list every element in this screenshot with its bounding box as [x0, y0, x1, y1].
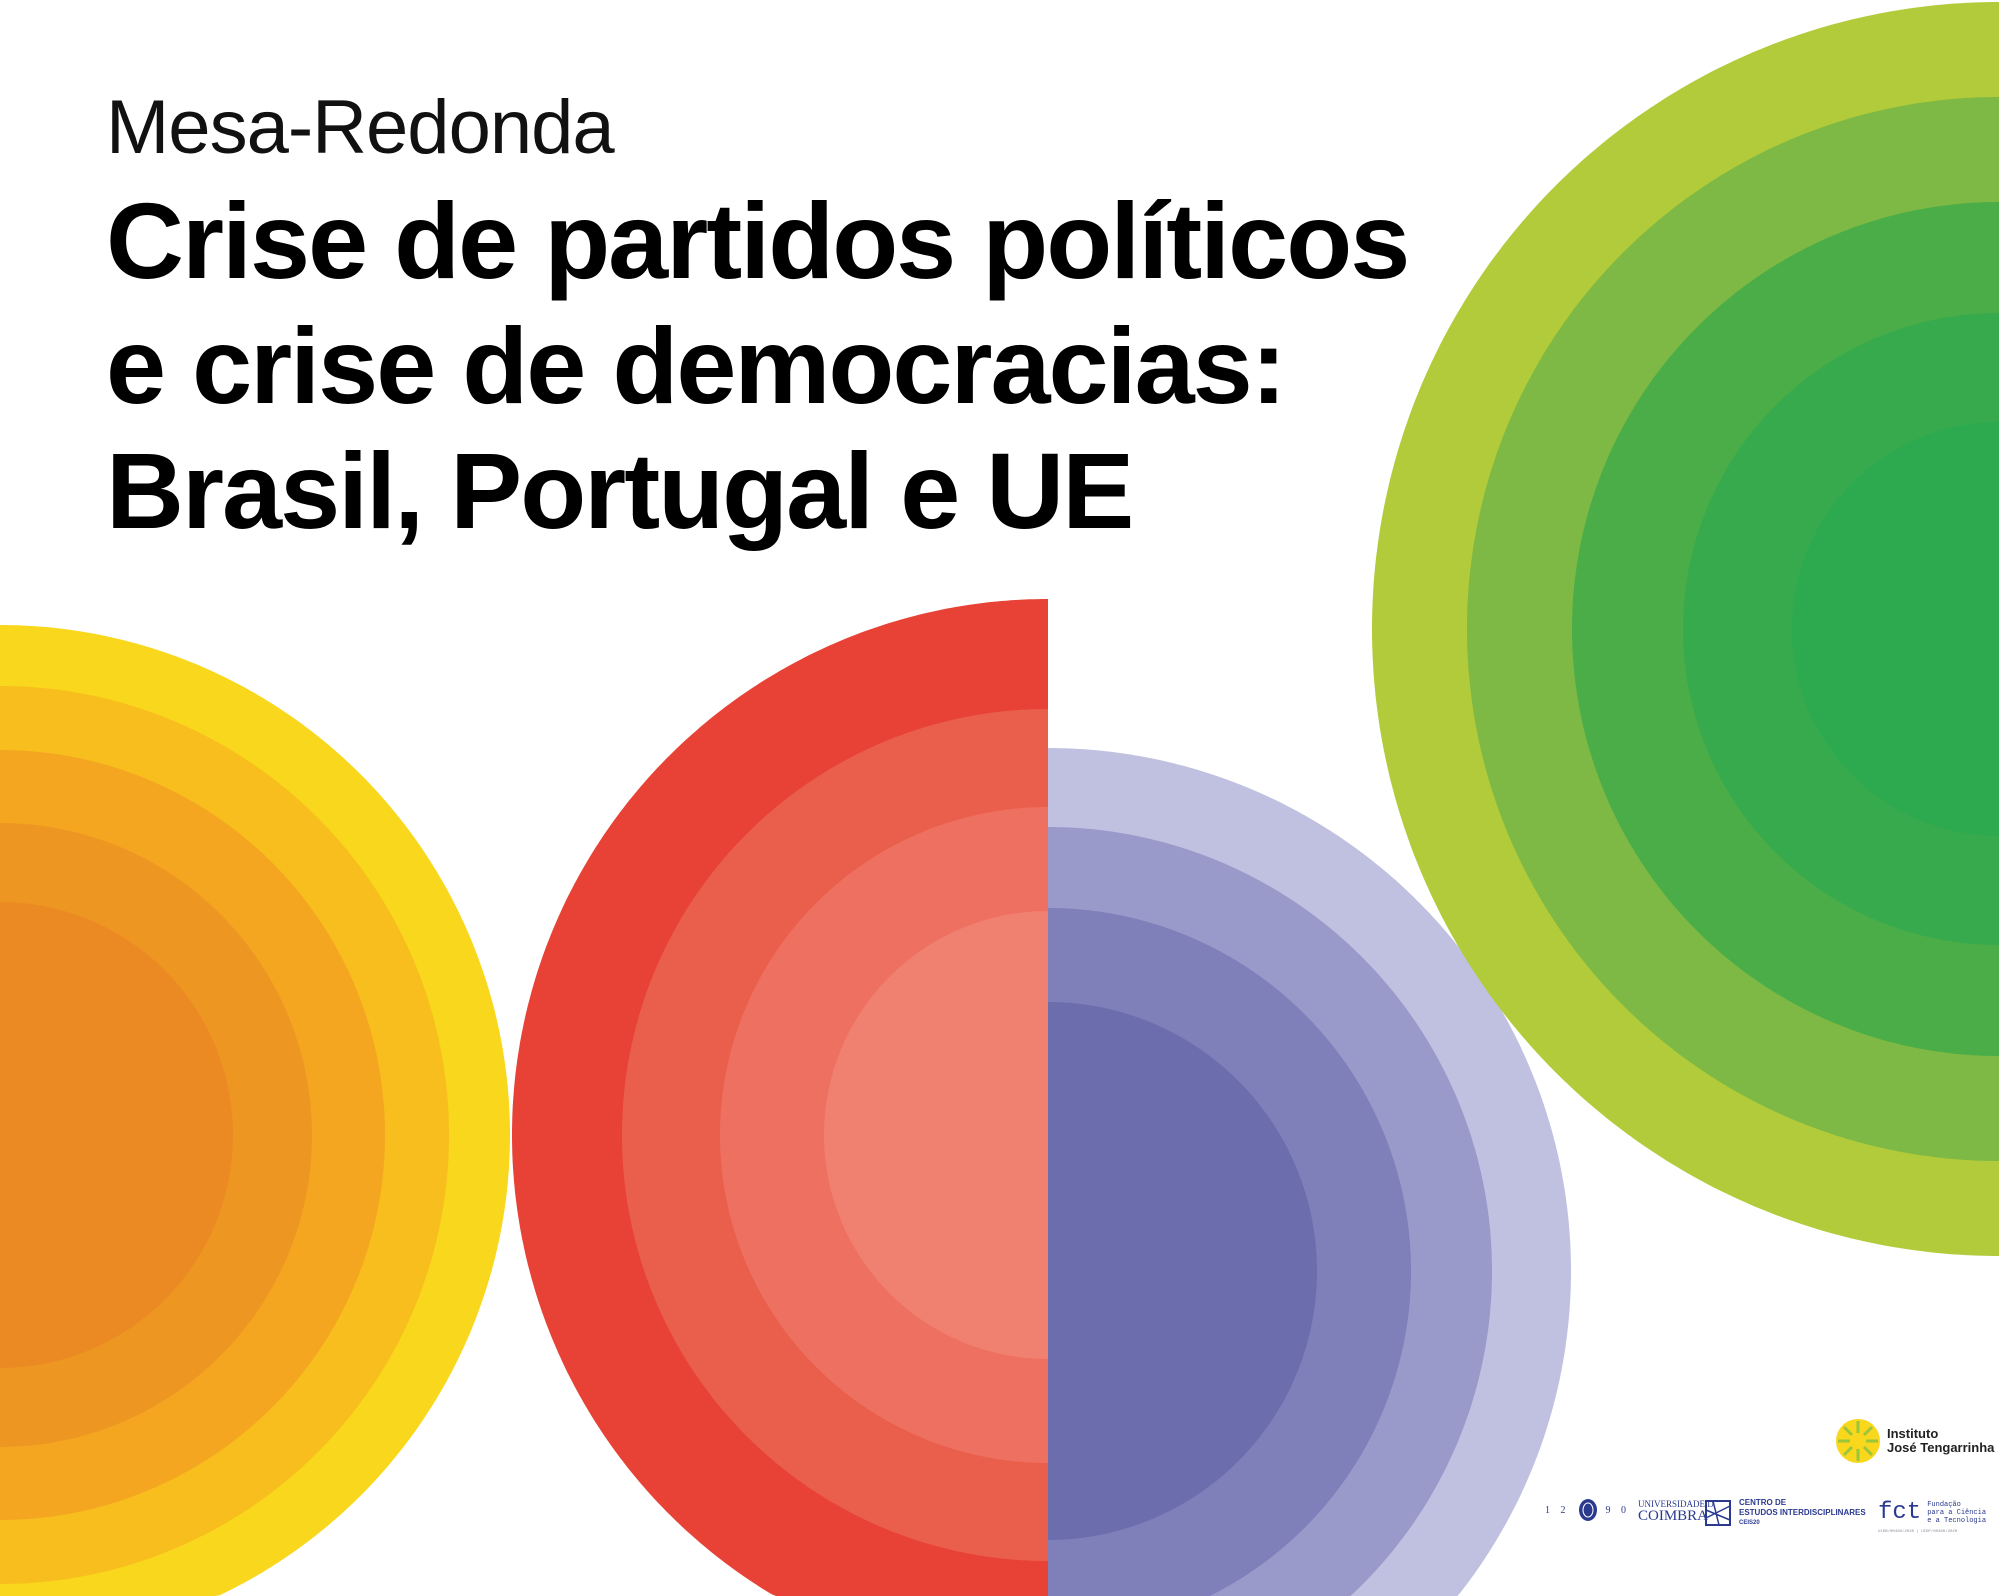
logo-text: ESTUDOS INTERDISCIPLINARES [1739, 1508, 1866, 1517]
logo-text: e a Tecnologia [1927, 1516, 1987, 1525]
red-half-circles [512, 599, 1048, 1596]
logo-text: 9 0 [1605, 1504, 1630, 1516]
purple-ring [1048, 1002, 1317, 1540]
yellow-ring [0, 902, 233, 1368]
seal-icon [1578, 1499, 1597, 1521]
title-line: Brasil, Portugal e UE [106, 430, 1134, 551]
logo-text: UNIVERSIDADE D [1638, 1499, 1714, 1509]
logo-text: COIMBRA [1638, 1508, 1709, 1524]
logo-text: CENTRO DE [1739, 1498, 1787, 1507]
logo-text: Fundação [1927, 1500, 1961, 1509]
red-ring [824, 911, 1048, 1359]
logo-text: UIDB/00460/2020 | UIDP/00460/2020 [1878, 1530, 1958, 1534]
logo-text: José Tengarrinha [1887, 1440, 1995, 1455]
title-line: e crise de democracias: [106, 305, 1287, 426]
sun-icon [1836, 1419, 1880, 1463]
logo-text: para a Ciência [1927, 1508, 1987, 1517]
logo-text: CEIS20 [1739, 1520, 1760, 1526]
yellow-circles [0, 625, 510, 1596]
logo-text: fct [1878, 1499, 1922, 1526]
title-line: Crise de partidos políticos [106, 180, 1410, 301]
grid-mark-icon [1705, 1500, 1731, 1526]
ceis20-logo: CENTRO DE ESTUDOS INTERDISCIPLINARES CEIS2… [1705, 1498, 1866, 1528]
purple-half-circles [1048, 748, 1571, 1596]
event-type: Mesa-Redonda [106, 85, 615, 170]
instituto-jose-tengarrinha-logo: Instituto José Tengarrinha [1835, 1418, 1994, 1464]
event-title: Crise de partidos políticos e crise de d… [106, 178, 1410, 553]
fct-logo: fct Fundação para a Ciência e a Tecnologia… [1878, 1499, 1986, 1534]
universidade-coimbra-logo: 1 2 9 0 UNIVERSIDADE D COIMBRA [1545, 1498, 1714, 1524]
logo-text: 1 2 [1545, 1504, 1570, 1516]
green-ring [1792, 422, 1999, 836]
logo-text: Instituto [1887, 1426, 1939, 1441]
green-circles [1372, 2, 1999, 1256]
